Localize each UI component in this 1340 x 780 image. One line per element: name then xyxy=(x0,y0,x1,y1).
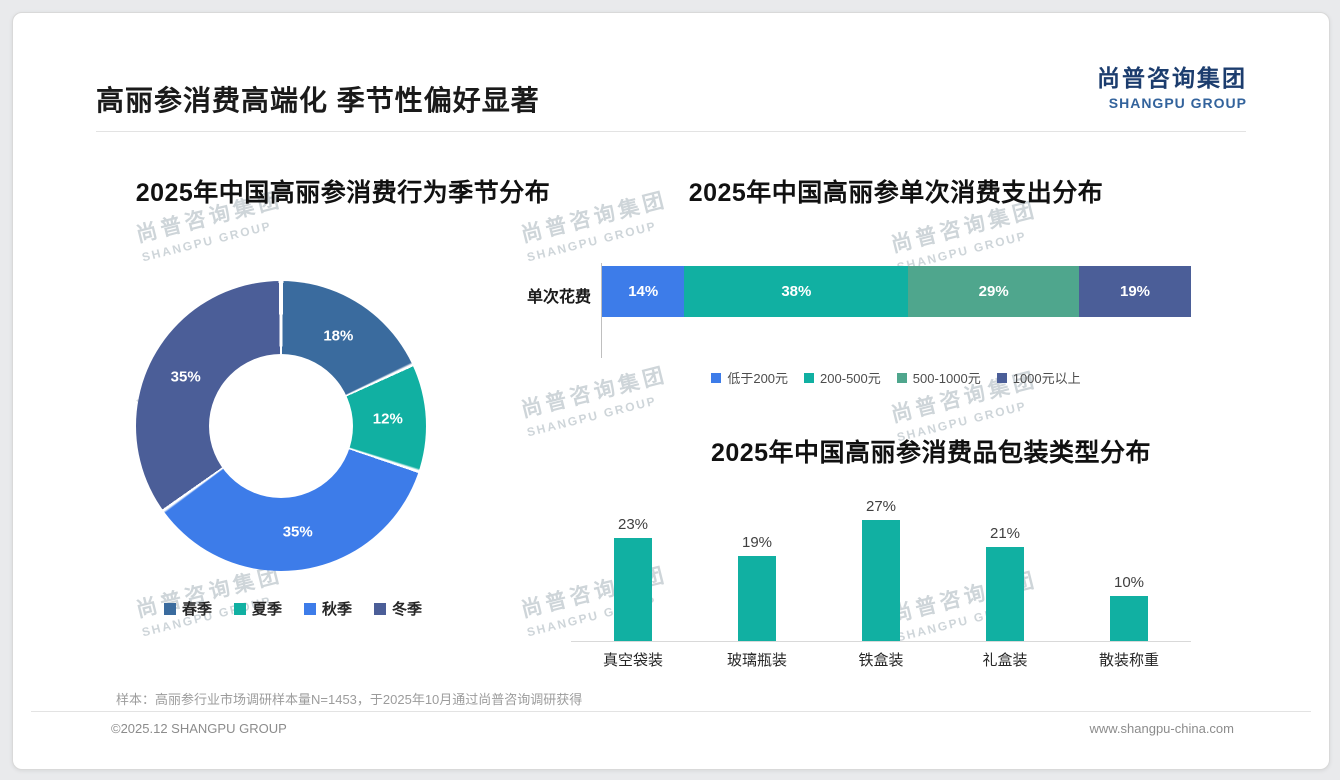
bar-column: 27% xyxy=(819,497,943,641)
bar-value-label: 21% xyxy=(989,524,1021,542)
stacked-segment-label: 19% xyxy=(1120,283,1151,300)
stacked-segment: 14% xyxy=(602,266,685,317)
donut-chart-title: 2025年中国高丽参消费行为季节分布 xyxy=(135,179,551,207)
bar-value-label: 19% xyxy=(741,533,773,551)
bar-category-label: 玻璃瓶装 xyxy=(726,652,787,669)
stacked-segment-label: 38% xyxy=(781,283,812,300)
legend-swatch xyxy=(896,372,907,383)
legend-label: 200-500元 xyxy=(820,371,881,386)
watermark-english-text: SHANGPU GROUP xyxy=(140,218,274,265)
bar-value-label: 10% xyxy=(1113,574,1145,591)
legend-swatch xyxy=(374,602,387,615)
page-title: 高丽参消费高端化 季节性偏好显著 xyxy=(96,85,540,116)
bar-column: 10% xyxy=(1067,574,1191,641)
stacked-segment: 29% xyxy=(908,266,1080,317)
legend-swatch xyxy=(996,372,1007,383)
packaging-chart-title: 2025年中国高丽参消费品包装类型分布 xyxy=(710,439,1152,467)
watermark-english-text: SHANGPU GROUP xyxy=(525,393,659,440)
footer-website: www.shangpu-china.com xyxy=(1089,721,1234,736)
packaging-bar-plot: 23% 19% 27% 21% 10% xyxy=(571,481,1191,642)
stacked-segment: 38% xyxy=(684,266,909,317)
donut-segment-label: 12% xyxy=(372,410,403,428)
sample-footnote: 样本：高丽参行业市场调研样本量N=1453，于2025年10月通过尚普咨询调研获… xyxy=(116,692,583,707)
bar-value-label: 27% xyxy=(865,497,897,515)
legend-label: 500-1000元 xyxy=(912,371,981,386)
legend-swatch xyxy=(711,372,722,383)
donut-chart: 18% 12% 35% 35% xyxy=(136,281,426,571)
stacked-bar: 14% 38% 29% 19% xyxy=(602,266,1191,317)
logo-english-text: SHANGPU GROUP xyxy=(1108,95,1247,111)
bar xyxy=(862,519,900,641)
bar-category-label: 真空袋装 xyxy=(602,652,663,669)
watermark-english-text: SHANGPU GROUP xyxy=(525,218,659,265)
donut-legend: 春季 夏季 秋季 冬季 xyxy=(53,598,533,619)
slide-card: 尚普咨询集团 SHANGPU GROUP 尚普咨询集团 SHANGPU GROUP 尚普… xyxy=(12,12,1330,770)
bar-value-label: 23% xyxy=(617,515,649,533)
bar-category-label: 散装称重 xyxy=(1098,652,1159,669)
donut-segment-label: 35% xyxy=(170,368,201,386)
legend-label: 夏季 xyxy=(251,601,282,618)
stacked-segment-label: 29% xyxy=(978,283,1009,300)
legend-item: 200-500元 xyxy=(804,368,881,387)
stacked-segment: 19% xyxy=(1079,266,1191,317)
legend-label: 1000元以上 xyxy=(1012,371,1081,386)
bar xyxy=(986,546,1024,641)
legend-label: 冬季 xyxy=(392,601,423,618)
legend-label: 低于200元 xyxy=(727,371,789,386)
stacked-legend: 低于200元 200-500元 500-1000元 1000元以上 xyxy=(573,368,1219,387)
legend-label: 秋季 xyxy=(322,601,353,618)
bar xyxy=(614,537,652,641)
legend-label: 春季 xyxy=(181,601,212,618)
logo-chinese-text: 尚普咨询集团 xyxy=(1097,65,1247,91)
packaging-bar-categories: 真空袋装 玻璃瓶装 铁盒装 礼盒装 散装称重 xyxy=(571,649,1191,670)
donut-segment-label: 35% xyxy=(282,523,313,541)
legend-item: 500-1000元 xyxy=(896,368,981,387)
legend-swatch xyxy=(804,372,815,383)
company-logo: 尚普咨询集团 SHANGPU GROUP xyxy=(1097,59,1247,111)
bar-column: 21% xyxy=(943,524,1067,641)
footer-divider xyxy=(31,711,1311,712)
bar xyxy=(1110,596,1148,641)
legend-item: 春季 xyxy=(163,598,212,619)
bar-column: 19% xyxy=(695,533,819,641)
bar-category-label: 礼盒装 xyxy=(982,652,1028,669)
legend-item: 秋季 xyxy=(304,598,352,619)
legend-item: 夏季 xyxy=(233,598,282,619)
stacked-row-label: 单次花费 xyxy=(526,289,591,306)
bar-column: 23% xyxy=(571,515,695,641)
legend-swatch xyxy=(304,602,316,615)
legend-item: 1000元以上 xyxy=(996,368,1081,387)
legend-item: 冬季 xyxy=(374,598,422,619)
bar xyxy=(738,555,776,641)
bar-category-label: 铁盒装 xyxy=(858,652,904,669)
legend-swatch xyxy=(163,602,176,615)
stacked-axis-line xyxy=(601,263,602,358)
footer-copyright: ©2025.12 SHANGPU GROUP xyxy=(111,721,287,736)
stacked-chart-title: 2025年中国高丽参单次消费支出分布 xyxy=(688,179,1104,207)
legend-swatch xyxy=(233,602,246,615)
donut-hole xyxy=(209,354,353,498)
stacked-segment-label: 14% xyxy=(628,283,659,300)
donut-segment-label: 18% xyxy=(323,327,354,345)
header-divider xyxy=(96,131,1246,132)
legend-item: 低于200元 xyxy=(711,368,788,387)
